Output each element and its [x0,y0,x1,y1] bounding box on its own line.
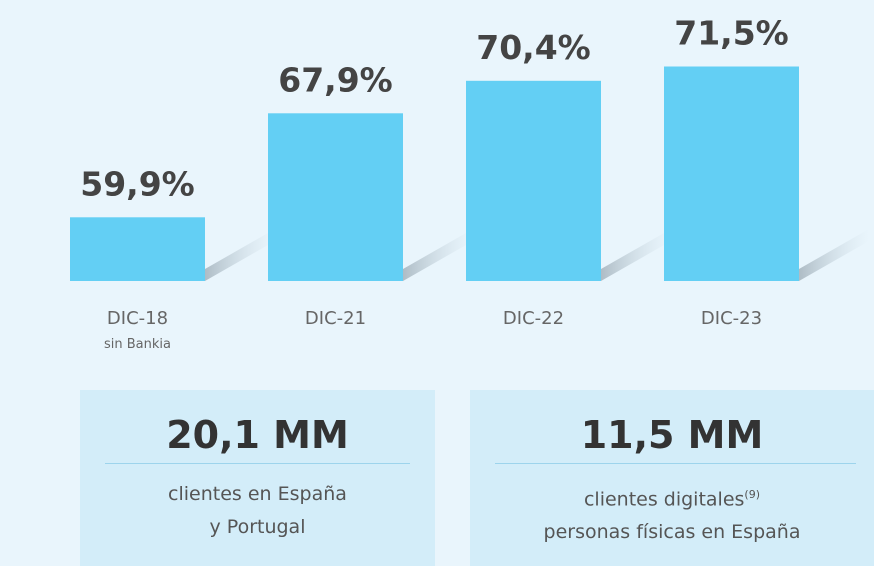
stat-box: 11,5 MM clientes digitales(9) personas f… [470,390,874,566]
divider [105,463,410,464]
divider [495,463,856,464]
stat-value: 20,1 MM [166,413,349,457]
bar-shadow [799,229,869,281]
x-tick-label: DIC-23 [701,308,762,329]
x-tick-label: DIC-18 [107,308,168,329]
x-tick-label: DIC-21 [305,308,366,329]
bar [664,66,799,281]
x-tick-sublabel: sin Bankia [104,337,171,352]
bar-shadow [601,229,671,281]
x-tick-label: DIC-22 [503,308,564,329]
bar-shadow [403,229,473,281]
stat-box: 20,1 MM clientes en España y Portugal [80,390,435,566]
stat-text: personas físicas en España [543,521,801,544]
bar-shadow [205,229,275,281]
value-label: 59,9% [80,164,195,203]
stat-text: y Portugal [209,516,306,538]
stat-text: clientes digitales [583,488,745,511]
chart: 59,9% DIC-18 sin Bankia 67,9% DIC-21 70,4% DIC… [70,14,869,352]
value-label: 71,5% [674,14,789,53]
value-label: 70,4% [476,28,591,67]
bar [70,217,205,281]
footnote: (9) [744,488,761,501]
value-label: 67,9% [278,60,393,99]
stat-value: 11,5 MM [580,413,764,457]
bar [466,80,601,281]
stat-text: clientes en España [168,483,347,505]
stat-text-row: clientes digitales(9) [470,478,874,516]
bar [268,113,403,281]
